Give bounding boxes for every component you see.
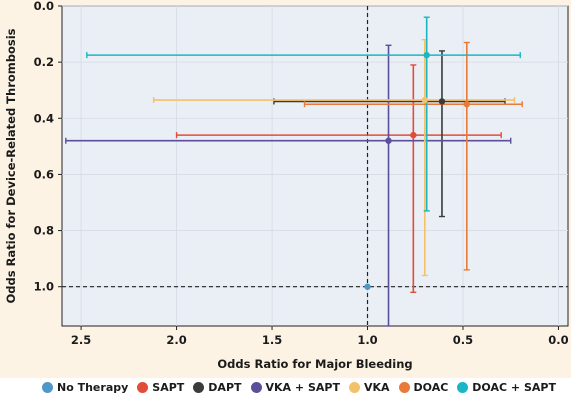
y-tick-label: 0.2 — [34, 55, 54, 69]
legend-marker — [250, 382, 262, 393]
x-tick-label: 0.0 — [548, 333, 568, 347]
scatter-plot: 2.5 2.0 1.5 1.0 0.5 0.0 0.0 0.2 0.4 0.6 0.8 1.0 Od… — [4, 0, 569, 371]
legend-label: VKA + SAPT — [265, 381, 340, 394]
y-tick-label: 0.4 — [34, 111, 54, 125]
legend-marker — [42, 382, 53, 393]
legend-item: VKA — [348, 381, 390, 394]
data-point — [421, 96, 428, 104]
legend-item: DOAC + SAPT — [457, 381, 556, 394]
data-point — [423, 51, 430, 59]
data-point — [463, 101, 470, 108]
data-point — [385, 137, 392, 144]
plot-area — [61, 5, 569, 327]
data-point — [438, 98, 446, 105]
legend-label: SAPT — [152, 381, 185, 394]
legend-label: No Therapy — [57, 381, 129, 394]
reference-lines — [62, 6, 568, 326]
legend-marker — [137, 382, 149, 393]
x-axis-title: Odds Ratio for Major Bleeding — [217, 357, 412, 371]
legend-marker — [348, 382, 360, 393]
legend-label: VKA — [363, 381, 390, 394]
x-axis-ticks: 2.5 2.0 1.5 1.0 0.5 0.0 — [71, 326, 569, 347]
data-point — [410, 131, 417, 139]
x-tick-label: 0.5 — [453, 333, 473, 347]
legend-marker — [398, 382, 410, 393]
y-tick-label: 1.0 — [34, 280, 54, 294]
error-bars — [65, 16, 523, 327]
x-tick-label: 1.5 — [262, 333, 282, 347]
y-axis-title: Odds Ratio for Device-Related Thrombosis — [4, 28, 18, 303]
x-tick-label: 2.5 — [71, 333, 91, 347]
legend-item: VKA + SAPT — [250, 381, 340, 394]
legend-label: DOAC + SAPT — [472, 381, 556, 394]
data-points — [364, 51, 470, 290]
legend-label: DOAC — [413, 381, 449, 394]
x-tick-label: 2.0 — [166, 333, 186, 347]
y-tick-label: 0.8 — [34, 224, 54, 238]
data-point — [364, 283, 371, 290]
legend-marker — [193, 382, 205, 393]
legend-item: SAPT — [137, 381, 184, 394]
legend: No Therapy SAPT DAPT VKA + SAPT VKA DOAC DOAC … — [0, 378, 571, 397]
y-axis-ticks: 0.0 0.2 0.4 0.6 0.8 1.0 — [34, 0, 62, 294]
y-tick-label: 0.0 — [34, 0, 54, 13]
legend-item: DOAC — [398, 381, 449, 394]
legend-label: DAPT — [208, 381, 242, 394]
legend-item: No Therapy — [42, 381, 128, 394]
legend-item: DAPT — [193, 381, 242, 394]
legend-marker — [457, 382, 469, 393]
x-tick-label: 1.0 — [357, 333, 377, 347]
y-tick-label: 0.6 — [34, 167, 54, 181]
